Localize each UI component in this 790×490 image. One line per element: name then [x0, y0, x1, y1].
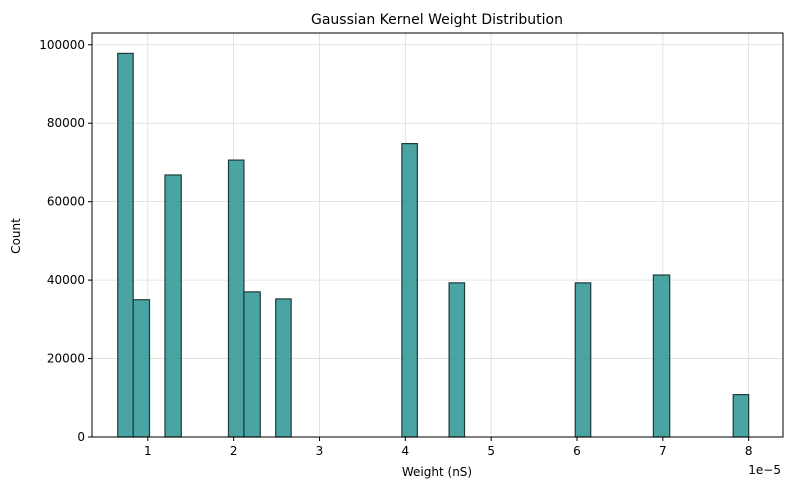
- y-tick-label: 80000: [47, 116, 85, 130]
- x-tick-label: 7: [659, 444, 667, 458]
- histogram-bar: [732, 394, 750, 438]
- x-tick-label: 8: [745, 444, 753, 458]
- y-tick-label: 0: [77, 430, 85, 444]
- x-axis-offset-label: 1e−5: [748, 463, 781, 477]
- plot-frame: [91, 32, 784, 438]
- x-tick-label: 5: [487, 444, 495, 458]
- y-tick-label: 20000: [47, 352, 85, 366]
- histogram-bar: [164, 174, 182, 438]
- x-tick-label: 6: [573, 444, 581, 458]
- chart-title: Gaussian Kernel Weight Distribution: [311, 12, 563, 28]
- y-axis-ticks: 0 20000 40000 60000 80000 100000: [39, 38, 92, 444]
- histogram-bar: [117, 52, 134, 438]
- histogram-bar: [652, 274, 671, 438]
- x-axis-ticks: 1 2 3 4 5 6 7 8: [144, 437, 753, 458]
- x-tick-label: 2: [230, 444, 238, 458]
- y-tick-label: 40000: [47, 273, 85, 287]
- x-axis-label: Weight (nS): [402, 465, 472, 479]
- histogram-bar: [243, 291, 261, 438]
- y-tick-label: 60000: [47, 195, 85, 209]
- x-tick-label: 3: [316, 444, 324, 458]
- y-axis-label: Count: [9, 218, 23, 254]
- x-tick-label: 1: [144, 444, 152, 458]
- x-tick-label: 4: [401, 444, 409, 458]
- histogram-bar: [227, 159, 245, 438]
- y-tick-label: 100000: [39, 38, 85, 52]
- histogram-bar: [132, 299, 151, 438]
- histogram-bar: [401, 143, 418, 438]
- histogram-bar: [275, 298, 292, 438]
- histogram-bar: [448, 282, 466, 438]
- histogram-bar: [574, 282, 592, 438]
